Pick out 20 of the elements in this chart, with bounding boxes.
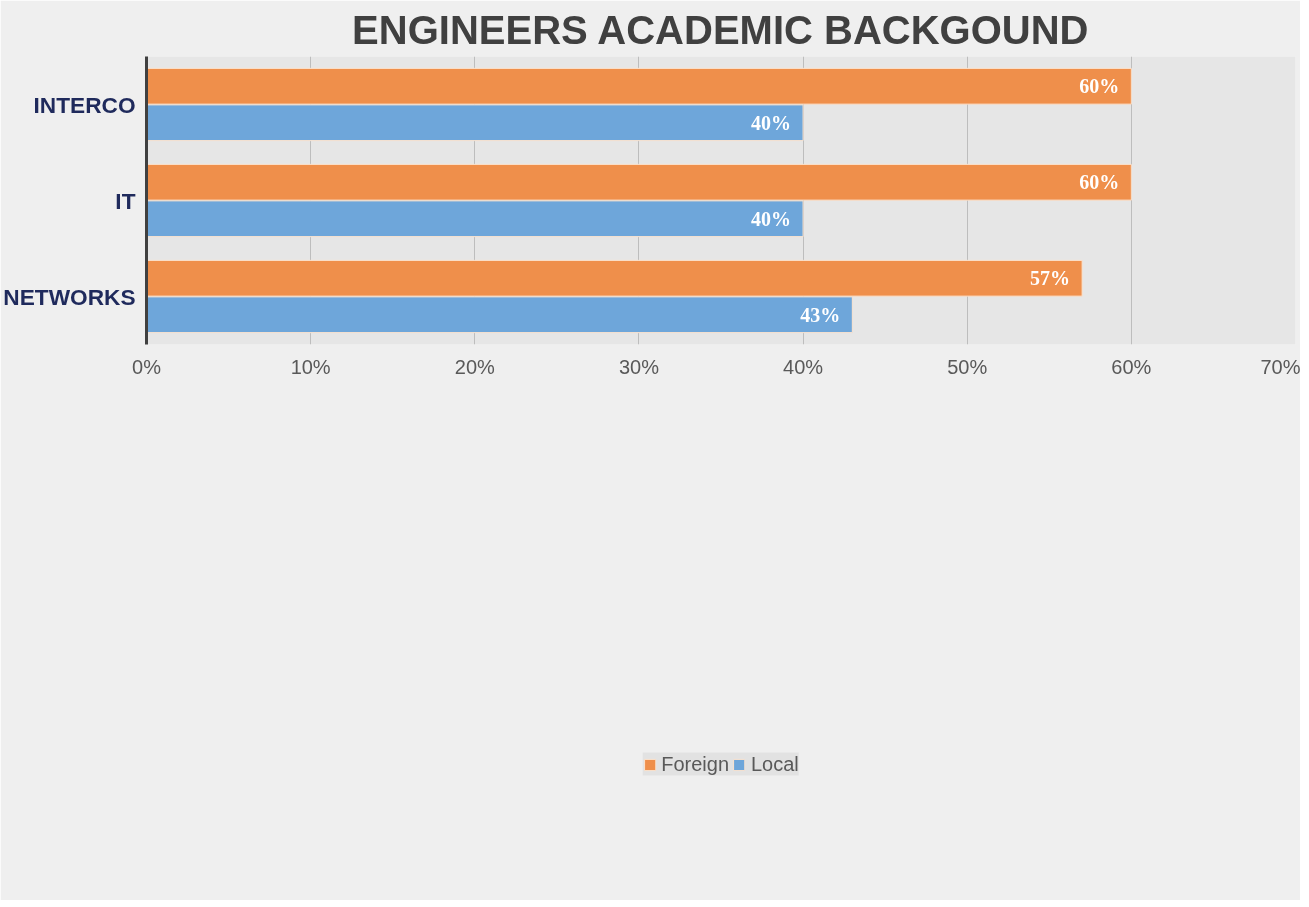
x-tick-label: 0% [132,355,162,378]
x-tick-label: 30% [618,355,660,378]
y-tick-label: IT [115,187,136,214]
chart-title: ENGINEERS ACADEMIC BACKGOUND [352,7,1089,52]
y-tick-label: INTERCO [33,91,136,118]
data-label: 43% [800,303,841,326]
data-label: 60% [1079,171,1120,194]
y-tick-label: NETWORKS [3,283,136,310]
x-tick-label: 70% [1260,355,1301,378]
legend-label: Local [751,752,799,776]
x-tick-label: 10% [290,355,331,378]
x-tick-label: 40% [783,355,824,378]
x-tick-label: 20% [454,355,496,378]
x-tick-label: 50% [947,355,988,378]
legend-label: Foreign [661,752,729,776]
data-label: 40% [751,111,792,134]
data-label: 40% [751,207,792,230]
data-label: 57% [1030,267,1071,290]
x-tick-label: 60% [1111,355,1152,378]
data-label: 60% [1079,75,1120,98]
